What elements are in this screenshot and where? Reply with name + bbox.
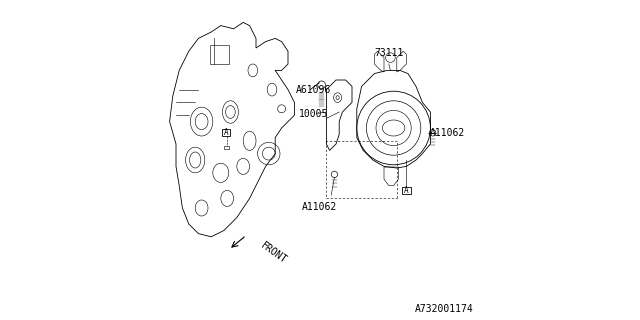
Bar xyxy=(223,129,230,136)
Text: 73111: 73111 xyxy=(374,48,403,58)
Text: A11062: A11062 xyxy=(301,202,337,212)
Text: A: A xyxy=(224,128,229,137)
Text: 10005: 10005 xyxy=(300,108,328,119)
Text: A: A xyxy=(404,186,409,195)
Text: A732001174: A732001174 xyxy=(415,304,474,314)
Text: A11062: A11062 xyxy=(429,128,465,138)
Text: FRONT: FRONT xyxy=(259,240,289,265)
Bar xyxy=(224,146,229,149)
Text: A61096: A61096 xyxy=(296,85,332,95)
Bar xyxy=(402,187,411,194)
Bar xyxy=(210,45,229,64)
